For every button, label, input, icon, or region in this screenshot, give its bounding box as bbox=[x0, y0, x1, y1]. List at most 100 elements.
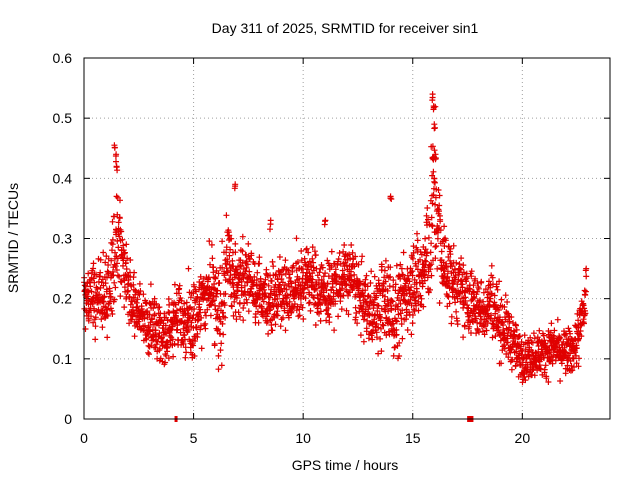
data-point bbox=[305, 266, 312, 273]
data-point bbox=[492, 333, 499, 340]
data-point bbox=[111, 296, 118, 303]
data-point bbox=[192, 299, 199, 306]
data-point bbox=[100, 249, 107, 256]
data-point bbox=[145, 331, 152, 338]
data-point bbox=[478, 278, 485, 285]
data-point bbox=[196, 298, 203, 305]
data-point bbox=[93, 271, 100, 278]
data-point bbox=[346, 251, 353, 258]
data-point bbox=[470, 282, 477, 289]
data-point bbox=[486, 298, 493, 305]
data-point bbox=[104, 306, 111, 313]
data-point bbox=[224, 268, 231, 275]
data-point bbox=[243, 258, 250, 265]
data-point bbox=[219, 320, 226, 327]
y-tick-label: 0.1 bbox=[53, 351, 73, 367]
data-point bbox=[443, 264, 450, 271]
data-point bbox=[230, 312, 237, 319]
data-point bbox=[262, 293, 269, 300]
data-point bbox=[410, 255, 416, 262]
data-point bbox=[387, 195, 394, 202]
data-point bbox=[246, 268, 253, 275]
data-point bbox=[115, 244, 122, 251]
data-point bbox=[425, 234, 432, 241]
y-axis-label: SRMTID / TECUs bbox=[5, 183, 21, 293]
data-point bbox=[430, 168, 437, 175]
data-point bbox=[216, 316, 223, 322]
data-point bbox=[264, 310, 271, 317]
data-point bbox=[423, 258, 429, 265]
data-point bbox=[152, 344, 159, 351]
data-point bbox=[285, 314, 292, 321]
data-point bbox=[267, 226, 273, 233]
data-point bbox=[177, 295, 184, 301]
data-point bbox=[113, 193, 120, 200]
data-point bbox=[308, 283, 315, 290]
data-point bbox=[215, 366, 222, 373]
data-point bbox=[221, 302, 228, 309]
data-point bbox=[233, 266, 240, 273]
data-point bbox=[335, 313, 342, 320]
data-point bbox=[199, 280, 206, 287]
data-point bbox=[358, 258, 365, 265]
data-point bbox=[476, 297, 483, 304]
data-point bbox=[448, 320, 455, 327]
data-point bbox=[157, 355, 164, 362]
data-point bbox=[113, 164, 120, 171]
data-point bbox=[265, 282, 272, 289]
data-point bbox=[495, 307, 502, 313]
data-point bbox=[576, 355, 582, 362]
data-point bbox=[228, 303, 235, 310]
data-point bbox=[428, 261, 435, 268]
data-point bbox=[508, 366, 515, 373]
data-point bbox=[468, 268, 475, 275]
data-point bbox=[448, 313, 455, 320]
data-point bbox=[305, 300, 312, 307]
data-point bbox=[197, 326, 204, 333]
data-point bbox=[167, 327, 174, 333]
data-point bbox=[261, 281, 268, 288]
data-point bbox=[125, 287, 132, 294]
data-point bbox=[408, 331, 415, 338]
data-point bbox=[92, 314, 99, 321]
chart-title: Day 311 of 2025, SRMTID for receiver sin… bbox=[212, 20, 479, 36]
data-point bbox=[210, 264, 217, 271]
data-point bbox=[285, 267, 292, 274]
data-point bbox=[313, 285, 320, 292]
data-point bbox=[486, 304, 493, 311]
data-point bbox=[442, 237, 449, 244]
data-point bbox=[136, 280, 143, 287]
data-point bbox=[428, 240, 435, 247]
data-point bbox=[182, 354, 189, 361]
data-point bbox=[377, 314, 384, 321]
data-point bbox=[303, 245, 310, 252]
data-point bbox=[488, 291, 495, 298]
data-point bbox=[286, 274, 293, 281]
data-point bbox=[309, 276, 316, 283]
data-point bbox=[339, 267, 346, 274]
data-point bbox=[264, 318, 271, 325]
data-point bbox=[288, 280, 295, 287]
data-point bbox=[276, 254, 283, 260]
data-point bbox=[488, 312, 495, 319]
data-point bbox=[362, 287, 369, 294]
data-point bbox=[191, 353, 198, 359]
data-point bbox=[253, 277, 260, 283]
data-point bbox=[245, 240, 252, 247]
data-point bbox=[260, 298, 267, 305]
data-point bbox=[551, 334, 557, 340]
data-point bbox=[398, 265, 405, 272]
data-point bbox=[403, 276, 409, 283]
data-point bbox=[306, 299, 313, 306]
data-point bbox=[252, 300, 258, 307]
data-point bbox=[298, 248, 305, 254]
x-tick-label: 20 bbox=[515, 430, 531, 446]
data-point bbox=[177, 329, 184, 336]
data-point bbox=[342, 282, 349, 289]
data-point bbox=[375, 277, 382, 284]
data-point bbox=[489, 334, 496, 341]
data-point bbox=[399, 307, 406, 314]
data-point bbox=[272, 321, 279, 328]
data-point bbox=[104, 334, 111, 341]
data-point bbox=[393, 262, 400, 269]
